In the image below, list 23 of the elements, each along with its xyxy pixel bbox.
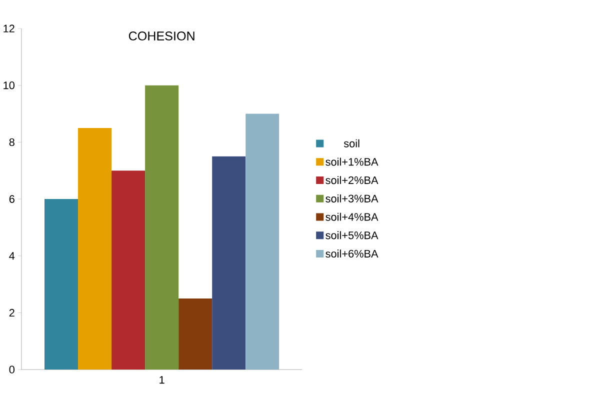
bar — [145, 85, 179, 370]
legend-label: soil — [344, 139, 360, 148]
x-tick-label: 1 — [160, 376, 164, 384]
bar — [78, 128, 112, 370]
legend-label: soil+5%BA — [326, 231, 378, 240]
chart-title: COHESION — [128, 31, 194, 40]
bar — [212, 156, 246, 370]
legend-label: soil+6%BA — [326, 249, 378, 258]
legend-label: soil+3%BA — [326, 194, 378, 202]
y-tick-label: 0 — [9, 366, 14, 374]
y-tick-label: 10 — [4, 81, 14, 90]
bar — [44, 198, 78, 370]
legend-label: soil+2%BA — [326, 176, 378, 184]
bar — [112, 170, 146, 370]
bar — [246, 114, 280, 370]
legend-label: soil+1%BA — [326, 158, 378, 166]
y-tick-label: 2 — [9, 308, 14, 316]
y-tick-label: 6 — [9, 195, 14, 203]
legend-label: soil+4%BA — [326, 212, 378, 221]
y-tick-label: 4 — [9, 252, 15, 260]
y-tick-label: 12 — [4, 24, 14, 32]
y-tick-label: 8 — [9, 138, 14, 146]
bar — [178, 298, 212, 370]
